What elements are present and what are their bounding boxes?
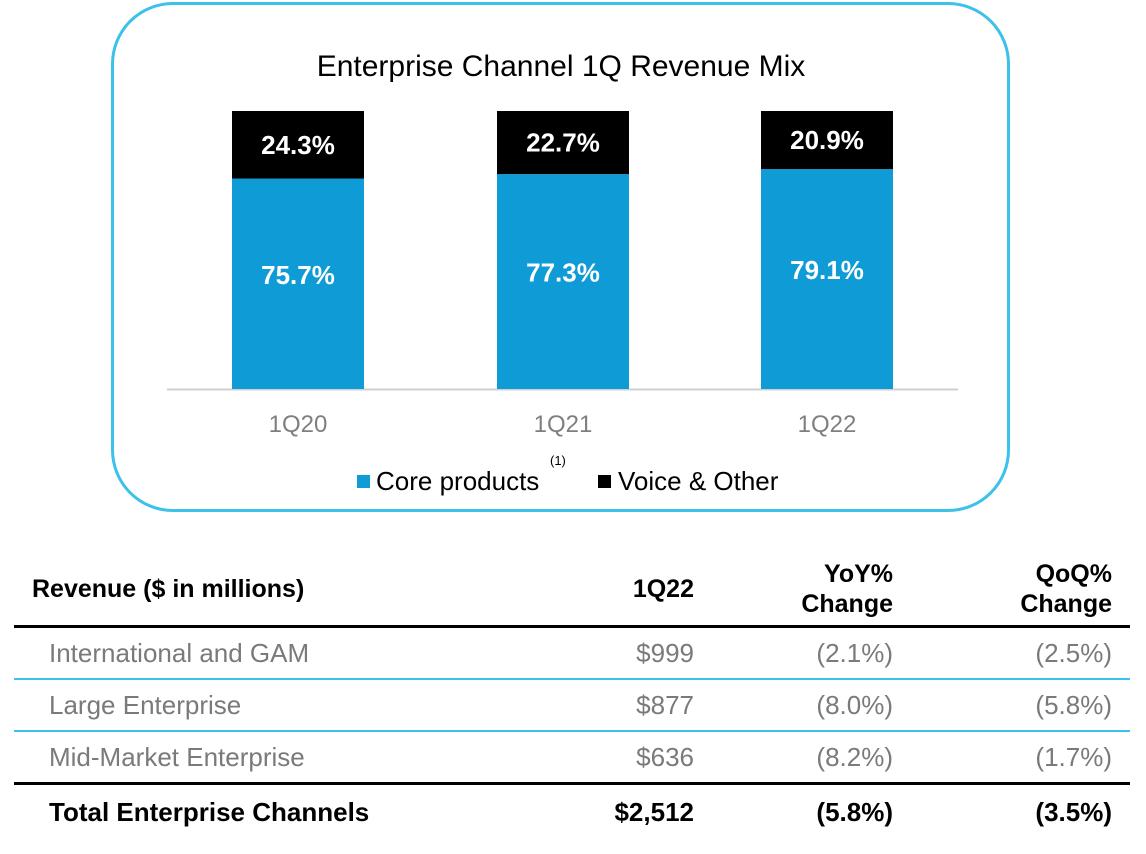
legend-swatch-voice-other bbox=[598, 475, 611, 488]
row-yoy: (8.0%) bbox=[694, 679, 909, 732]
revenue-mix-chart: Enterprise Channel 1Q Revenue Mix 75.7% 2… bbox=[167, 50, 958, 496]
bar-core-products-1q22 bbox=[761, 169, 893, 389]
total-label: Total Enterprise Channels bbox=[49, 796, 370, 827]
table-total-row: Total Enterprise Channels $2,512 (5.8%) … bbox=[14, 784, 1130, 840]
table-row: International and GAM $999 (2.1%) (2.5%) bbox=[14, 626, 1130, 680]
header-revenue: Revenue ($ in millions) bbox=[14, 552, 534, 628]
row-value: $877 bbox=[534, 679, 694, 732]
bar-voice-other-1q21 bbox=[497, 111, 629, 175]
header-qoq-line1: QoQ% bbox=[1035, 559, 1112, 588]
table-header-row: Revenue ($ in millions) 1Q22 YoY% Change… bbox=[14, 552, 1130, 628]
row-label: Large Enterprise bbox=[14, 679, 534, 732]
chart-title: Enterprise Channel 1Q Revenue Mix bbox=[317, 50, 806, 83]
bars-layer: 75.7% 24.3% 1Q20 77.3% 22.7% 1Q21 79.1% 20.9% 1Q… bbox=[232, 111, 893, 438]
bar-core-products-1q20 bbox=[232, 178, 364, 389]
header-yoy-line1: YoY% bbox=[824, 559, 893, 588]
header-qoq-line2: Change bbox=[1020, 589, 1112, 618]
legend-footnote-marker: (1) bbox=[550, 453, 566, 468]
x-tick-label-1q21: 1Q21 bbox=[534, 411, 593, 438]
total-qoq: (3.5%) bbox=[1035, 796, 1112, 827]
chart-card: Enterprise Channel 1Q Revenue Mix 75.7% 2… bbox=[111, 2, 1010, 512]
row-label: Mid-Market Enterprise bbox=[14, 731, 534, 785]
total-yoy: (5.8%) bbox=[816, 796, 893, 827]
table-row: Mid-Market Enterprise $636 (8.2%) (1.7%) bbox=[14, 731, 1130, 785]
row-yoy: (8.2%) bbox=[694, 731, 909, 785]
row-qoq: (5.8%) bbox=[909, 679, 1130, 732]
bar-core-products-1q21 bbox=[497, 174, 629, 389]
legend-label-core-products: Core products bbox=[376, 466, 539, 496]
data-label-core-products-1q20: 75.7% bbox=[261, 260, 335, 290]
header-period: 1Q22 bbox=[534, 552, 694, 628]
data-label-voice-other-1q22: 20.9% bbox=[790, 125, 864, 155]
header-yoy: YoY% Change bbox=[694, 552, 909, 628]
legend-label-voice-other: Voice & Other bbox=[618, 466, 779, 496]
row-yoy: (2.1%) bbox=[694, 626, 909, 680]
x-tick-label-1q22: 1Q22 bbox=[798, 411, 857, 438]
row-qoq: (2.5%) bbox=[909, 626, 1130, 680]
row-value: $999 bbox=[534, 626, 694, 680]
row-qoq: (1.7%) bbox=[909, 731, 1130, 785]
bar-voice-other-1q22 bbox=[761, 111, 893, 170]
chart-legend: Core products (1) Voice & Other bbox=[357, 453, 779, 496]
header-yoy-line2: Change bbox=[801, 589, 893, 618]
legend-swatch-core-products bbox=[357, 475, 370, 488]
revenue-table: Revenue ($ in millions) 1Q22 YoY% Change… bbox=[14, 552, 1130, 839]
row-label: International and GAM bbox=[14, 626, 534, 680]
x-tick-label-1q20: 1Q20 bbox=[269, 411, 328, 438]
total-value: $2,512 bbox=[614, 796, 694, 827]
bar-voice-other-1q20 bbox=[232, 111, 364, 179]
data-label-voice-other-1q20: 24.3% bbox=[261, 130, 335, 160]
table-row: Large Enterprise $877 (8.0%) (5.8%) bbox=[14, 679, 1130, 732]
header-qoq: QoQ% Change bbox=[909, 552, 1130, 628]
row-value: $636 bbox=[534, 731, 694, 785]
data-label-core-products-1q21: 77.3% bbox=[526, 258, 600, 288]
data-label-core-products-1q22: 79.1% bbox=[790, 255, 864, 285]
data-label-voice-other-1q21: 22.7% bbox=[526, 128, 600, 158]
